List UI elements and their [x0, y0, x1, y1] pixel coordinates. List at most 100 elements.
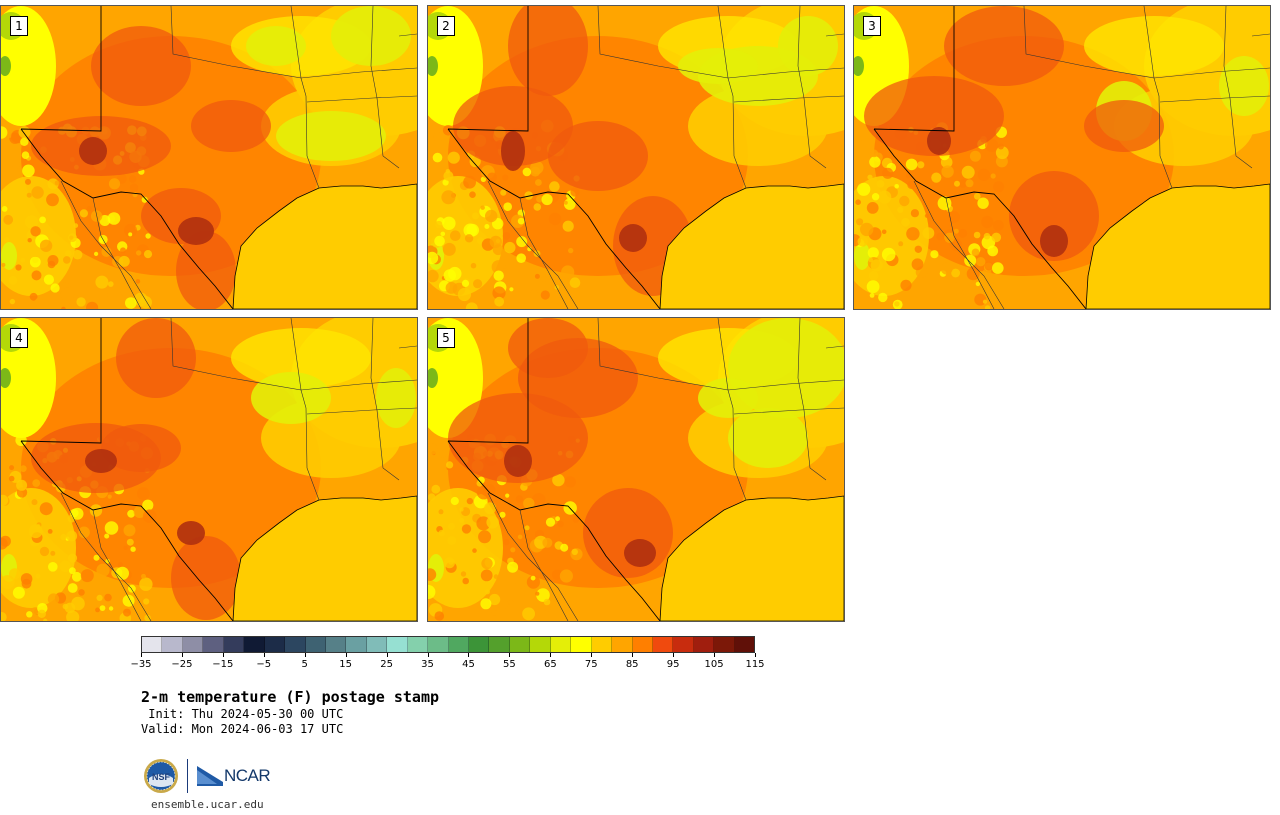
gulf-of-mexico: [659, 495, 844, 621]
colorbar-swatch: [182, 637, 204, 652]
colorbar-tick: [263, 653, 265, 657]
ncar-logo-icon: [197, 766, 223, 786]
colorbar-ticks: −35 −25 −15 −5 5 15 25 35 45 55 65 75 85 95 105 115: [130, 653, 765, 673]
colorbar-swatch: [346, 637, 367, 652]
colorbar-swatch: [469, 637, 490, 652]
colorbar-tick: [673, 653, 675, 657]
colorbar-swatch: [612, 637, 633, 652]
colorbar-swatch: [693, 637, 715, 652]
colorbar-tick-label: 115: [745, 659, 765, 670]
state-line: [1143, 6, 1155, 79]
state-line: [733, 95, 844, 103]
border-line: [20, 318, 234, 621]
panel-number: 5: [437, 328, 455, 348]
ncar-logo: NCAR: [197, 766, 271, 786]
colorbar-tick: [181, 653, 183, 657]
colorbar-swatch: [305, 637, 326, 652]
border-line: [447, 318, 661, 621]
colorbar-tick-label: 85: [625, 659, 639, 670]
state-line: [306, 407, 417, 415]
colorbar-tick-label: 105: [704, 659, 724, 670]
state-line: [300, 379, 417, 391]
state-line: [300, 67, 417, 79]
colorbar-tick-label: 45: [462, 659, 475, 670]
state-line: [370, 6, 400, 169]
panel-number: 2: [437, 16, 455, 36]
state-line: [60, 492, 152, 621]
colorbar-tick-label: 15: [339, 659, 353, 670]
state-line: [398, 345, 417, 349]
state-line: [306, 95, 417, 103]
state-line: [797, 6, 827, 169]
colorbar-tick-label: 35: [421, 659, 434, 670]
colorbar-swatch: [142, 637, 163, 652]
colorbar-swatch: [734, 637, 755, 652]
state-line: [290, 6, 302, 79]
temperature-map-1: [1, 6, 417, 309]
colorbar-tick: [427, 653, 429, 657]
state-line: [519, 509, 569, 621]
state-line: [370, 318, 400, 481]
colorbar-swatch: [325, 637, 347, 652]
colorbar-tick-label: 95: [666, 659, 680, 670]
state-line: [487, 492, 579, 621]
border-line: [20, 6, 234, 309]
logo-divider: [187, 759, 188, 793]
state-line: [290, 318, 302, 391]
state-line: [913, 180, 1005, 309]
gulf-of-mexico: [232, 495, 417, 621]
colorbar-swatch: [448, 637, 469, 652]
colorbar-swatch: [244, 637, 265, 652]
colorbar-tick: [550, 653, 552, 657]
valid-time: Valid: Mon 2024-06-03 17 UTC: [141, 722, 344, 736]
colorbar-tick: [141, 653, 142, 657]
site-url: ensemble.ucar.edu: [151, 798, 264, 811]
colorbar-tick: [304, 653, 306, 657]
colorbar-swatch: [407, 637, 429, 652]
colorbar-swatch: [428, 637, 449, 652]
colorbar-tick-label: −25: [171, 659, 193, 670]
state-line: [717, 318, 729, 391]
state-line: [825, 33, 844, 37]
temperature-map-2: [428, 6, 844, 309]
state-line: [60, 180, 152, 309]
colorbar-tick-label: −15: [212, 659, 234, 670]
colorbar-swatch: [591, 637, 613, 652]
colorbar-tick-label: −5: [256, 659, 272, 670]
colorbar-tick: [509, 653, 511, 657]
colorbar-swatch: [285, 637, 306, 652]
colorbar-tick: [222, 653, 224, 657]
state-line: [92, 197, 142, 309]
border-line: [447, 6, 661, 309]
colorbar-tick: [468, 653, 470, 657]
nsf-logo-text: NSF: [152, 772, 171, 782]
colorbar-swatch: [509, 637, 531, 652]
nsf-logo-icon: NSF: [144, 759, 178, 793]
state-line: [717, 6, 729, 79]
state-line: [1251, 33, 1270, 37]
state-line: [727, 67, 844, 79]
state-line: [1223, 6, 1253, 169]
gulf-of-mexico: [232, 183, 417, 309]
colorbar-tick-label: 55: [503, 659, 516, 670]
colorbar-tick: [386, 653, 388, 657]
panel-number: 3: [863, 16, 881, 36]
gulf-of-mexico: [659, 183, 844, 309]
gulf-of-mexico: [1085, 183, 1270, 309]
colorbar-tick: [714, 653, 716, 657]
colorbar-tick-label: 65: [543, 659, 557, 670]
state-line: [825, 345, 844, 349]
map-panel-1: 1: [0, 5, 418, 310]
state-line: [519, 197, 569, 309]
temperature-map-5: [428, 318, 844, 621]
colorbar-tick: [755, 653, 756, 657]
temperature-colorbar: [141, 636, 755, 653]
state-line: [398, 33, 417, 37]
colorbar-swatch: [714, 637, 735, 652]
colorbar-tick: [345, 653, 347, 657]
colorbar-swatch: [264, 637, 286, 652]
colorbar-tick-label: 75: [584, 659, 598, 670]
logo-strip: NSF NCAR: [143, 756, 271, 796]
colorbar-swatch: [550, 637, 572, 652]
state-line: [1153, 67, 1270, 79]
